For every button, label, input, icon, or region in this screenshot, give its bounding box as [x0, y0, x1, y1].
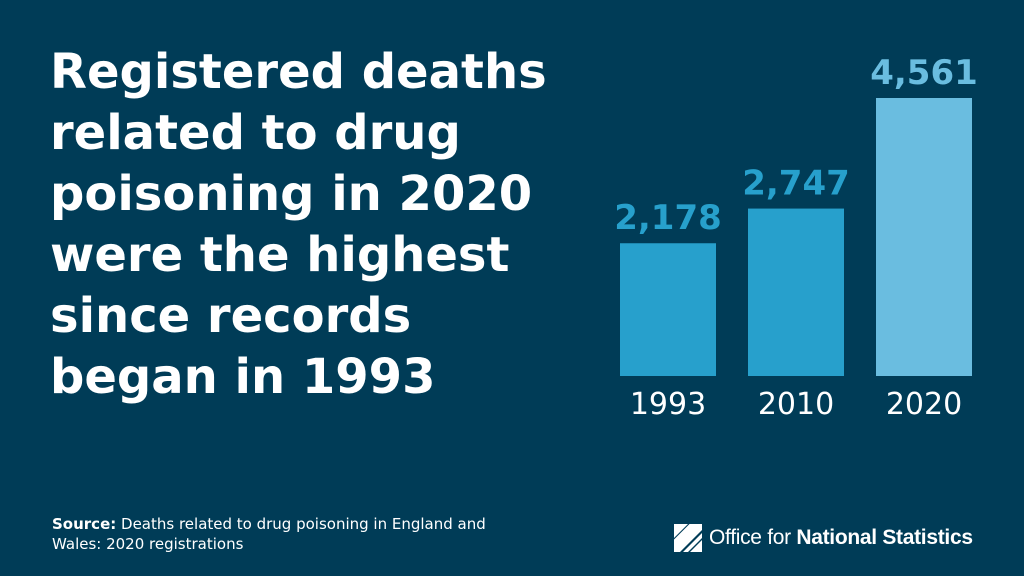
- source-note: Source: Deaths related to drug poisoning…: [52, 514, 522, 554]
- category-label-2010: 2010: [758, 387, 834, 422]
- source-text: Deaths related to drug poisoning in Engl…: [52, 515, 486, 553]
- logo-text-prefix: Office for: [709, 526, 797, 549]
- category-label-1993: 1993: [630, 387, 706, 422]
- headline-line: poisoning in 2020: [50, 166, 533, 222]
- headline: Registered deaths related to drug poison…: [50, 42, 570, 408]
- data-label-1993: 2,178: [614, 198, 722, 238]
- ons-logo-icon: [674, 524, 702, 552]
- headline-line: were the highest: [50, 227, 510, 283]
- bar-2020: [876, 98, 972, 376]
- logo-text-bold: National Statistics: [796, 526, 973, 549]
- headline-line: since records: [50, 288, 412, 344]
- logo-text: Office for National Statistics: [709, 526, 973, 550]
- source-label: Source:: [52, 515, 117, 533]
- bar-1993: [620, 243, 716, 376]
- bar-2010: [748, 208, 844, 376]
- ons-logo: Office for National Statistics: [674, 524, 973, 552]
- category-label-2020: 2020: [886, 387, 962, 422]
- headline-line: Registered deaths: [50, 44, 547, 100]
- data-label-2010: 2,747: [742, 164, 850, 204]
- headline-line: began in 1993: [50, 349, 436, 405]
- data-label-2020: 4,561: [870, 53, 978, 93]
- headline-line: related to drug: [50, 105, 461, 161]
